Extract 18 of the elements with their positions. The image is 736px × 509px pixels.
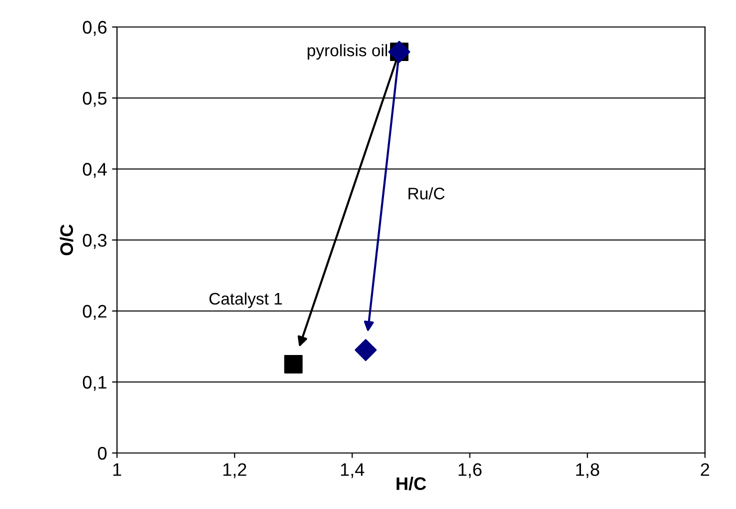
y-tick-label: 0,6 [82, 20, 106, 36]
x-tick-label: 1,4 [341, 463, 364, 478]
y-tick-label: 0,4 [82, 162, 107, 178]
x-tick-label: 2 [700, 463, 710, 476]
y-tick-label: 0,2 [82, 304, 106, 320]
y-tick-label: 0,1 [82, 376, 106, 391]
y-axis-title: O/C [60, 224, 74, 256]
x-tick-label: 1,2 [223, 463, 246, 478]
x-tick-label: 1,8 [576, 463, 600, 478]
annotation: Ru/C [408, 187, 445, 200]
y-tick-label: 0,5 [82, 92, 107, 107]
x-axis-title: H/C [396, 476, 426, 490]
annotation: Catalyst 1 [209, 292, 282, 308]
x-tick-label: 1,6 [458, 463, 482, 478]
y-tick-label: 0 [98, 446, 107, 460]
annotation: pyrolisis oil [308, 44, 388, 60]
x-tick-label: 1 [113, 463, 122, 476]
y-tick-label: 0,3 [82, 234, 106, 249]
